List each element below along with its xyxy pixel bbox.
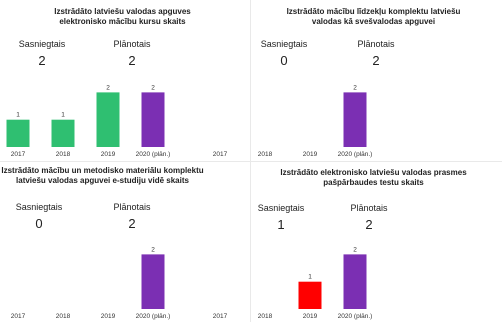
x-tick-label: 2018 <box>56 151 71 158</box>
x-tick-label: 2020 (plān.) <box>338 151 373 158</box>
bar-chart: 2017 2018 2019 2 2020 (plān.) <box>11 246 171 320</box>
horizontal-divider <box>0 161 502 162</box>
x-tick-label: 2018 <box>258 313 273 320</box>
x-tick-label: 2017 <box>213 313 228 320</box>
data-label: 2 <box>106 84 110 91</box>
data-label: 1 <box>61 112 65 119</box>
planned-label: Plānotais <box>113 39 151 49</box>
x-tick-label: 2020 (plān.) <box>136 313 171 320</box>
bar-chart: 1 2017 1 2018 2 2019 2 2020 (plān.) <box>6 84 171 158</box>
x-tick-label: 2019 <box>101 313 116 320</box>
bar-2020 <box>141 254 165 309</box>
panel-title: Izstrādāto mācību līdzekļu komplektu lat… <box>286 7 461 26</box>
planned-value: 2 <box>372 53 380 68</box>
data-label: 1 <box>16 112 20 119</box>
achieved-value: 2 <box>38 53 46 68</box>
achieved-label: Sasniegtais <box>257 203 305 213</box>
achieved-value: 0 <box>35 216 43 231</box>
achieved-label: Sasniegtais <box>260 39 308 49</box>
achieved-label: Sasniegtais <box>18 39 66 49</box>
bar-2020 <box>343 92 367 147</box>
panel-3: Izstrādāto mācību un metodisko materiālu… <box>0 162 245 320</box>
bar-2017 <box>6 119 30 147</box>
planned-label: Plānotais <box>113 202 151 212</box>
planned-value: 2 <box>128 216 136 231</box>
achieved-label: Sasniegtais <box>15 202 63 212</box>
data-label: 2 <box>151 246 155 253</box>
x-tick-label: 2019 <box>303 313 318 320</box>
x-tick-label: 2017 <box>11 313 26 320</box>
data-label: 2 <box>353 84 357 91</box>
planned-value: 2 <box>128 53 136 68</box>
panel-2: Izstrādāto mācību līdzekļu komplektu lat… <box>213 0 496 158</box>
panel-title: Izstrādāto mācību un metodisko materiālu… <box>1 166 204 185</box>
x-tick-label: 2019 <box>303 151 318 158</box>
x-tick-label: 2018 <box>258 151 273 158</box>
bar-2019 <box>298 281 322 309</box>
panel-title: Izstrādāto elektronisko latviešu valodas… <box>280 168 467 187</box>
x-tick-label: 2019 <box>101 151 116 158</box>
data-label: 2 <box>353 246 357 253</box>
bar-2019 <box>96 92 120 147</box>
bar-2018 <box>51 119 75 147</box>
x-tick-label: 2017 <box>213 151 228 158</box>
x-tick-label: 2018 <box>56 313 71 320</box>
data-label: 2 <box>151 84 155 91</box>
data-label: 1 <box>308 274 312 281</box>
bar-2020 <box>141 92 165 147</box>
achieved-value: 1 <box>277 217 285 232</box>
bar-chart: 2017 2018 2019 2 2020 (plān.) <box>213 84 373 158</box>
x-tick-label: 2017 <box>11 151 26 158</box>
panel-1: Izstrādāto latviešu valodas apguves elek… <box>0 0 245 158</box>
bar-chart: 2017 2018 1 2019 2 2020 (plān.) <box>213 246 373 320</box>
planned-value: 2 <box>365 217 373 232</box>
achieved-value: 0 <box>280 53 288 68</box>
planned-label: Plānotais <box>357 39 395 49</box>
bar-2020 <box>343 254 367 309</box>
panel-title: Izstrādāto latviešu valodas apguves elek… <box>54 7 191 26</box>
panel-4: Izstrādāto elektronisko latviešu valodas… <box>213 162 496 320</box>
x-tick-label: 2020 (plān.) <box>338 313 373 320</box>
planned-label: Plānotais <box>350 203 388 213</box>
x-tick-label: 2020 (plān.) <box>136 151 171 158</box>
